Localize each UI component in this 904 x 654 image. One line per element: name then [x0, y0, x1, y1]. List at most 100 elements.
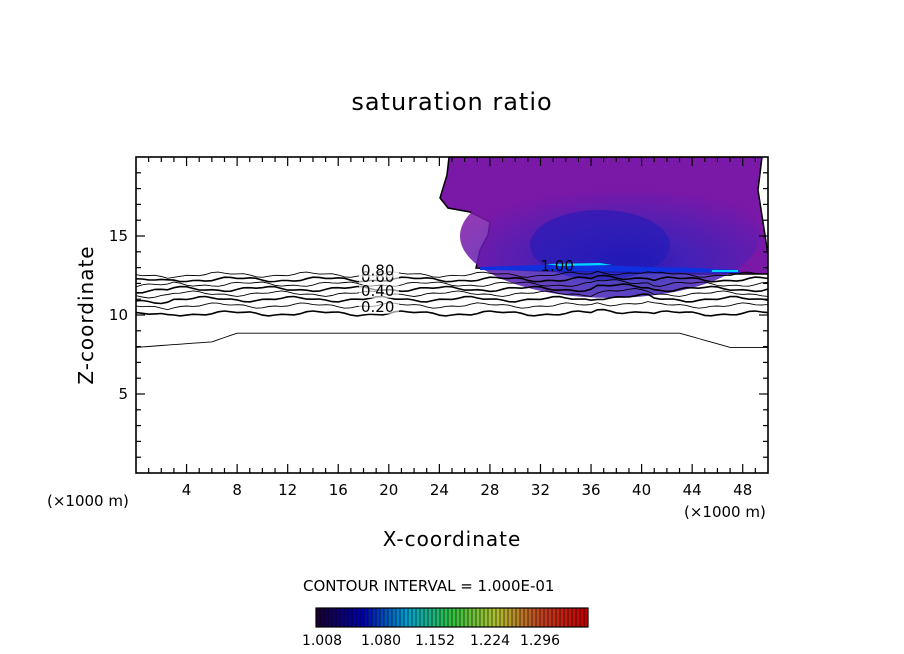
contour-label-bg	[358, 285, 399, 299]
colorbar-cell	[440, 608, 445, 627]
contour-line	[136, 279, 768, 288]
axis-ticks	[136, 157, 768, 473]
colorbar-cell	[488, 608, 493, 627]
colorbar-frame	[315, 607, 589, 628]
colorbar-cell	[456, 608, 461, 627]
colorbar-cell	[464, 608, 469, 627]
colorbar-cell	[448, 608, 453, 627]
colorbar-cell	[564, 608, 569, 627]
colorbar-cell	[424, 608, 429, 627]
colorbar-cell	[364, 608, 369, 627]
colorbar-cell	[568, 608, 573, 627]
x-tick-label: 28	[480, 481, 499, 499]
colorbar-cell	[472, 608, 477, 627]
colorbar-cell	[352, 608, 357, 627]
colorbar-cell	[556, 608, 561, 627]
colorbar-cell	[444, 608, 449, 627]
colorbar-cell	[460, 608, 465, 627]
contour-line	[136, 301, 768, 311]
y-axis-label: Z-coordinate	[74, 245, 98, 385]
x-tick-label: 4	[182, 481, 192, 499]
x-tick-label: 36	[581, 481, 600, 499]
colorbar-cell	[320, 608, 325, 627]
colorbar-cell	[344, 608, 349, 627]
colorbar-cell	[484, 608, 489, 627]
colorbar-tick-label: 1.152	[414, 633, 456, 649]
y-tick-label: 10	[109, 306, 128, 324]
colorbar-cell	[396, 608, 401, 627]
colorbar-cell	[372, 608, 377, 627]
colorbar-cell	[584, 608, 589, 627]
colorbar-cell	[544, 608, 549, 627]
colorbar-cell	[468, 608, 473, 627]
colorbar-cell	[580, 608, 585, 627]
contour-line	[136, 308, 768, 317]
contour-label-bg	[358, 264, 399, 278]
x-tick-label: 44	[683, 481, 702, 499]
x-tick-label: 16	[329, 481, 348, 499]
y-tick-label: 15	[109, 227, 128, 245]
colorbar-cell	[324, 608, 329, 627]
x-axis-label: X-coordinate	[382, 527, 522, 551]
colorbar-cell	[500, 608, 505, 627]
colorbar-cell	[412, 608, 417, 627]
colorbar-cell	[576, 608, 581, 627]
z-unit-label: (×1000 m)	[47, 492, 129, 510]
contour-label: 1.00	[540, 257, 573, 275]
colorbar-cell	[528, 608, 533, 627]
supersaturation-peak-band	[480, 265, 740, 273]
colorbar-cell	[536, 608, 541, 627]
colorbar	[315, 607, 589, 628]
colorbar-cell	[384, 608, 389, 627]
contour-line	[136, 293, 768, 305]
contour-line	[136, 274, 768, 283]
colorbar-cell	[432, 608, 437, 627]
contour-line	[136, 288, 768, 299]
colorbar-cell	[348, 608, 353, 627]
contour-label: 0.20	[361, 298, 394, 316]
colorbar-cell	[428, 608, 433, 627]
contour-lines	[136, 270, 768, 348]
y-tick-label: 5	[118, 385, 128, 403]
colorbar-tick-label: 1.296	[519, 633, 561, 649]
supersaturated-inner-core	[530, 210, 670, 280]
colorbar-cell	[316, 608, 321, 627]
colorbar-cell	[476, 608, 481, 627]
contour-line	[136, 270, 768, 279]
colorbar-cell	[532, 608, 537, 627]
colorbar-cell	[492, 608, 497, 627]
colorbar-cell	[380, 608, 385, 627]
colorbar-cell	[524, 608, 529, 627]
chart-title: saturation ratio	[351, 88, 553, 116]
x-tick-label: 32	[531, 481, 550, 499]
colorbar-tick-label: 1.080	[360, 633, 402, 649]
colorbar-cell	[356, 608, 361, 627]
colorbar-cell	[328, 608, 333, 627]
colorbar-cell	[436, 608, 441, 627]
x-tick-label: 12	[278, 481, 297, 499]
x-unit-label: (×1000 m)	[684, 503, 766, 521]
colorbar-cell	[560, 608, 565, 627]
contour-line	[136, 283, 768, 294]
x-tick-label: 48	[733, 481, 752, 499]
colorbar-cell	[332, 608, 337, 627]
colorbar-cell	[552, 608, 557, 627]
contour-label-bg	[358, 300, 399, 314]
contour-interval: CONTOUR INTERVAL = 1.000E-01	[303, 577, 555, 595]
colorbar-cell	[540, 608, 545, 627]
colorbar-cell	[512, 608, 517, 627]
colorbar-cell	[452, 608, 457, 627]
x-tick-label: 8	[232, 481, 242, 499]
colorbar-cell	[404, 608, 409, 627]
x-tick-label: 20	[379, 481, 398, 499]
colorbar-cell	[416, 608, 421, 627]
supersaturation-highlight	[545, 263, 612, 266]
colorbar-cell	[376, 608, 381, 627]
colorbar-cell	[572, 608, 577, 627]
x-tick-label: 40	[632, 481, 651, 499]
colorbar-cell	[508, 608, 513, 627]
colorbar-cell	[388, 608, 393, 627]
colorbar-cell	[408, 608, 413, 627]
